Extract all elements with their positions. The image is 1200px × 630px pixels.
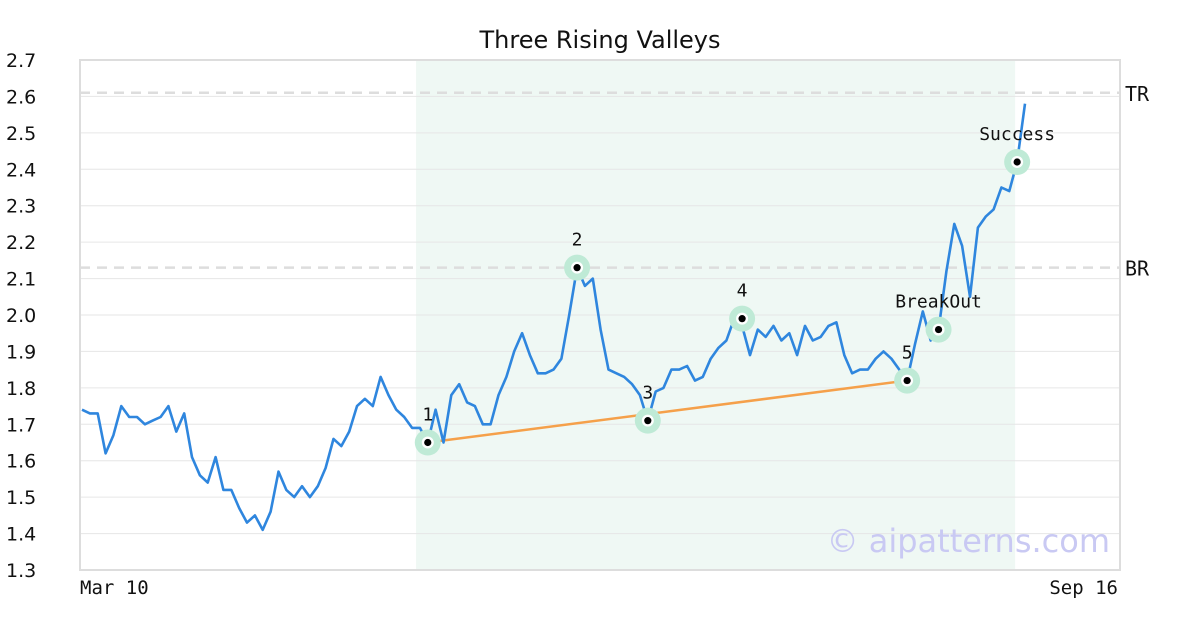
y-tick-label: 1.7 bbox=[6, 414, 36, 436]
point-dot bbox=[424, 438, 432, 447]
point-label: Success bbox=[979, 124, 1055, 145]
pattern-point: 2 bbox=[564, 230, 591, 281]
point-label: 3 bbox=[642, 383, 653, 404]
pattern-point: 1 bbox=[414, 405, 441, 456]
point-label: BreakOut bbox=[895, 292, 982, 313]
pattern-point: 4 bbox=[729, 281, 756, 332]
watermark: © aipatterns.com bbox=[827, 522, 1110, 560]
price-line bbox=[81, 103, 1027, 532]
point-label: 2 bbox=[572, 230, 583, 251]
pattern-point: Success bbox=[979, 124, 1055, 175]
y-tick-label: 1.5 bbox=[6, 487, 36, 509]
point-dot bbox=[1013, 158, 1021, 166]
y-tick-label: 2.5 bbox=[6, 123, 36, 145]
point-label: 1 bbox=[422, 405, 433, 426]
y-tick-label: 2.3 bbox=[6, 196, 36, 218]
y-tick-label: 2.0 bbox=[6, 305, 36, 327]
y-tick-label: 2.6 bbox=[6, 86, 36, 108]
point-dot bbox=[573, 264, 581, 272]
chart-title: Three Rising Valleys bbox=[478, 26, 720, 54]
point-label: 4 bbox=[737, 281, 748, 302]
y-tick-label: 2.2 bbox=[6, 232, 36, 254]
point-dot bbox=[738, 315, 746, 323]
point-dot bbox=[934, 325, 943, 334]
point-dot bbox=[644, 417, 652, 425]
y-tick-label: 2.1 bbox=[6, 269, 36, 291]
y-tick-label: 2.4 bbox=[6, 159, 36, 181]
point-dot bbox=[903, 376, 911, 385]
x-tick-label-start: Mar 10 bbox=[80, 577, 149, 599]
pattern-point: 5 bbox=[894, 343, 921, 394]
pattern-point: 3 bbox=[634, 383, 661, 434]
reference-lines: TR BR bbox=[80, 82, 1150, 281]
plot-frame bbox=[79, 59, 1121, 571]
reference-line-label: BR bbox=[1125, 257, 1150, 281]
y-tick-label: 1.9 bbox=[6, 341, 36, 363]
y-tick-label: 1.8 bbox=[6, 378, 36, 400]
pattern-points: 1 2 3 4 5 BreakOut Success bbox=[414, 124, 1055, 456]
point-label: 5 bbox=[902, 343, 913, 364]
y-tick-label: 1.4 bbox=[6, 524, 36, 546]
y-tick-label: 2.7 bbox=[6, 50, 36, 72]
y-tick-label: 1.6 bbox=[6, 451, 36, 473]
y-tick-label: 1.3 bbox=[6, 560, 36, 582]
reference-line-label: TR bbox=[1125, 82, 1150, 106]
x-tick-label-end: Sep 16 bbox=[1049, 577, 1118, 599]
y-axis-ticks: 1.3 1.4 1.5 1.6 1.7 1.8 1.9 2.0 2.1 2.2 2.3 2.4 2.5 2… bbox=[6, 50, 36, 582]
support-line bbox=[427, 379, 908, 444]
pattern-point: BreakOut bbox=[895, 292, 982, 343]
